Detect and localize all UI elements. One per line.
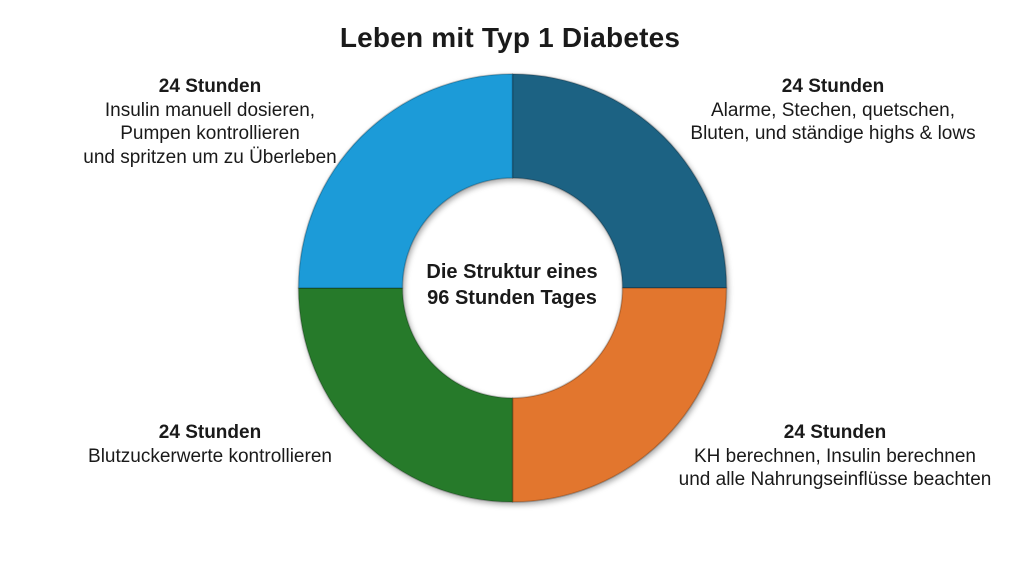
donut-slice-top-right: [511, 73, 728, 289]
annotation-top-left: 24 Stunden Insulin manuell dosieren, Pum…: [83, 75, 336, 169]
annotation-bottom-right: 24 Stunden KH berechnen, Insulin berechn…: [679, 421, 992, 492]
donut-center-label: Die Struktur eines 96 Stunden Tages: [426, 259, 597, 311]
annotation-heading: 24 Stunden: [158, 76, 262, 97]
annotation-line: KH berechnen, Insulin berechnen: [693, 445, 977, 467]
donut-slice-bottom-right: [511, 287, 728, 503]
center-label-line: Die Struktur eines: [426, 261, 598, 283]
annotation-line: Pumpen kontrollieren: [120, 123, 300, 144]
donut-slice-top-left: [297, 73, 514, 289]
center-label-line: 96 Stunden Tages: [427, 287, 597, 309]
annotation-top-right: 24 Stunden Alarme, Stechen, quetschen, B…: [690, 75, 975, 146]
annotation-line: Bluten, und ständige highs & lows: [690, 123, 976, 144]
donut-slice-bottom-left: [297, 287, 514, 503]
annotation-heading: 24 Stunden: [158, 422, 262, 443]
annotation-line: und alle Nahrungseinflüsse beachten: [678, 469, 992, 490]
annotation-line: und spritzen um zu Überleben: [83, 146, 337, 168]
donut-slices-group: [297, 73, 728, 503]
annotation-heading: 24 Stunden: [783, 422, 887, 443]
annotation-heading: 24 Stunden: [781, 76, 885, 97]
chart-title: Leben mit Typ 1 Diabetes: [339, 22, 681, 53]
annotation-line: Alarme, Stechen, quetschen,: [711, 99, 955, 121]
annotation-bottom-left: 24 Stunden Blutzuckerwerte kontrollieren: [88, 421, 332, 468]
annotation-line: Blutzuckerwerte kontrollieren: [88, 445, 332, 467]
annotation-line: Insulin manuell dosieren,: [104, 99, 316, 121]
